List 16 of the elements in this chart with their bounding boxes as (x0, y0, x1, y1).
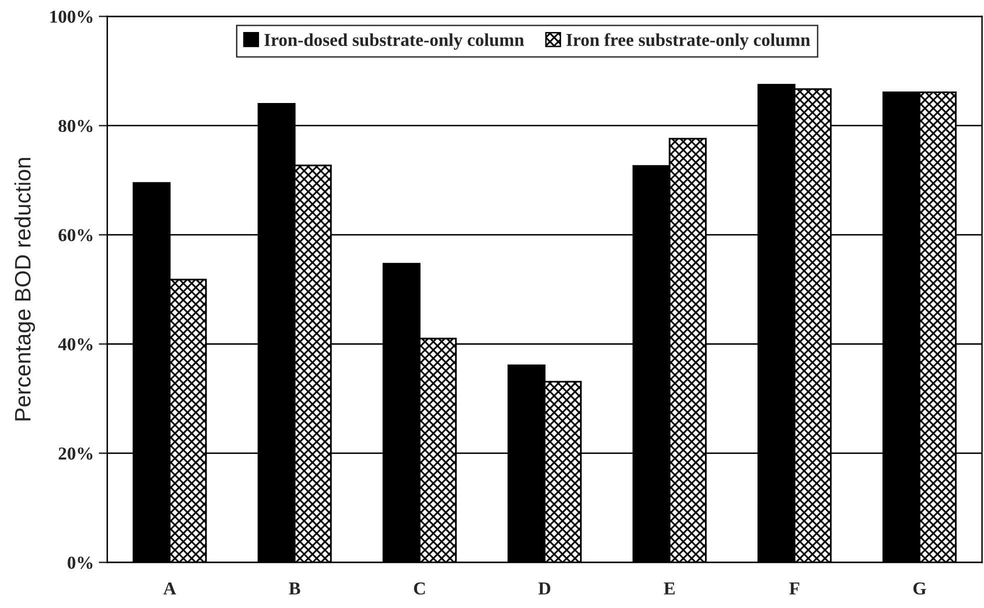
y-tick-label: 80% (58, 120, 92, 132)
y-tick-label: 40% (58, 338, 92, 351)
x-tick-label: G (913, 582, 926, 595)
y-tick-label: 100% (50, 10, 92, 23)
y-tick-label: 20% (58, 447, 92, 460)
x-tick-label: F (789, 582, 800, 594)
y-axis-title: Percentage BOD reduction (14, 158, 36, 420)
x-tick-label: D (538, 582, 550, 594)
x-tick-label: B (288, 582, 300, 594)
y-tick-label: 60% (58, 229, 92, 242)
x-tick-label: A (163, 582, 176, 594)
x-tick-label: C (414, 582, 425, 595)
y-tick-label: 0% (68, 556, 92, 569)
legend-label: Iron free substrate-only column (566, 33, 810, 50)
legend-label: Iron-dosed substrate-only column (264, 33, 524, 50)
x-tick-label: E (664, 582, 675, 594)
